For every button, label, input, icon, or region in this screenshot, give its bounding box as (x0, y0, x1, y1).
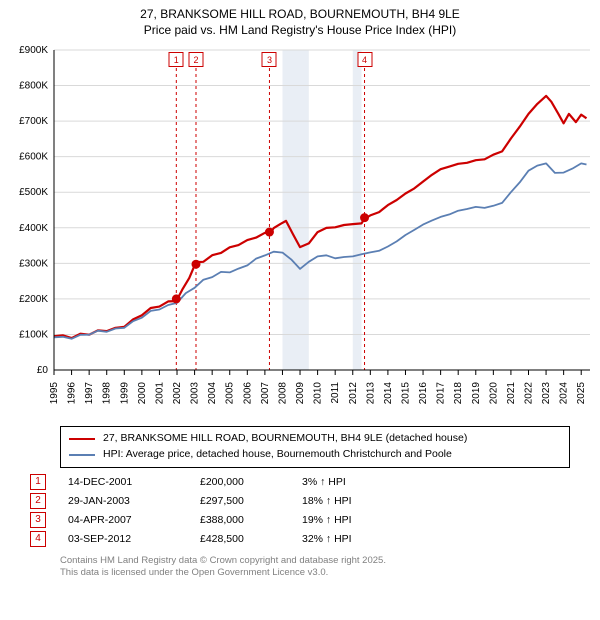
svg-text:2021: 2021 (506, 382, 517, 405)
legend: 27, BRANKSOME HILL ROAD, BOURNEMOUTH, BH… (60, 426, 570, 468)
svg-text:2013: 2013 (365, 382, 376, 405)
svg-text:2000: 2000 (137, 382, 148, 405)
table-row: 1 14-DEC-2001 £200,000 3% ↑ HPI (30, 474, 570, 490)
event-marker: 4 (357, 52, 372, 67)
svg-text:2020: 2020 (488, 382, 499, 405)
table-row: 4 03-SEP-2012 £428,500 32% ↑ HPI (30, 531, 570, 547)
tx-index-badge: 1 (30, 474, 46, 490)
svg-text:£100K: £100K (19, 330, 48, 341)
svg-text:2007: 2007 (260, 382, 271, 405)
title-line1: 27, BRANKSOME HILL ROAD, BOURNEMOUTH, BH… (4, 6, 596, 22)
svg-text:2010: 2010 (313, 382, 324, 405)
svg-text:2014: 2014 (383, 382, 394, 405)
tx-price: £388,000 (200, 514, 280, 526)
svg-text:2019: 2019 (471, 382, 482, 405)
svg-text:2024: 2024 (559, 382, 570, 405)
svg-text:£600K: £600K (19, 152, 48, 163)
event-marker: 2 (188, 52, 203, 67)
legend-label: HPI: Average price, detached house, Bour… (103, 447, 452, 463)
svg-text:£800K: £800K (19, 81, 48, 92)
tx-delta: 32% ↑ HPI (302, 533, 392, 545)
legend-item: 27, BRANKSOME HILL ROAD, BOURNEMOUTH, BH… (69, 431, 561, 447)
svg-text:2022: 2022 (523, 382, 534, 405)
tx-date: 03-SEP-2012 (68, 533, 178, 545)
event-marker: 1 (169, 52, 184, 67)
svg-text:1998: 1998 (102, 382, 113, 405)
event-marker: 3 (262, 52, 277, 67)
attribution-footer: Contains HM Land Registry data © Crown c… (60, 555, 570, 580)
svg-text:2011: 2011 (330, 382, 341, 404)
svg-text:2005: 2005 (225, 382, 236, 405)
svg-text:£0: £0 (37, 365, 49, 376)
footer-line1: Contains HM Land Registry data © Crown c… (60, 555, 570, 567)
svg-text:1995: 1995 (49, 382, 60, 405)
svg-text:2006: 2006 (242, 382, 253, 405)
svg-text:1996: 1996 (67, 382, 78, 405)
footer-line2: This data is licensed under the Open Gov… (60, 567, 570, 579)
svg-text:2012: 2012 (348, 382, 359, 405)
tx-index-badge: 3 (30, 512, 46, 528)
svg-text:2001: 2001 (154, 382, 165, 405)
tx-date: 14-DEC-2001 (68, 476, 178, 488)
svg-text:1997: 1997 (84, 382, 95, 405)
line-chart: £0 £100K £200K £300K £400K £500K £600K £700K £80… (0, 40, 600, 420)
svg-text:£300K: £300K (19, 259, 48, 270)
svg-text:2002: 2002 (172, 382, 183, 405)
svg-text:£200K: £200K (19, 294, 48, 305)
tx-index-badge: 4 (30, 531, 46, 547)
svg-text:2016: 2016 (418, 382, 429, 405)
tx-delta: 3% ↑ HPI (302, 476, 392, 488)
chart-title: 27, BRANKSOME HILL ROAD, BOURNEMOUTH, BH… (0, 0, 600, 40)
title-line2: Price paid vs. HM Land Registry's House … (4, 22, 596, 38)
tx-price: £200,000 (200, 476, 280, 488)
table-row: 2 29-JAN-2003 £297,500 18% ↑ HPI (30, 493, 570, 509)
tx-delta: 18% ↑ HPI (302, 495, 392, 507)
svg-text:2023: 2023 (541, 382, 552, 405)
tx-price: £428,500 (200, 533, 280, 545)
tx-delta: 19% ↑ HPI (302, 514, 392, 526)
legend-item: HPI: Average price, detached house, Bour… (69, 447, 561, 463)
svg-text:£700K: £700K (19, 116, 48, 127)
tx-date: 29-JAN-2003 (68, 495, 178, 507)
legend-swatch (69, 438, 95, 440)
transaction-table: 1 14-DEC-2001 £200,000 3% ↑ HPI 2 29-JAN-2003… (30, 474, 570, 547)
svg-text:2015: 2015 (400, 382, 411, 405)
svg-text:£400K: £400K (19, 223, 48, 234)
svg-text:2009: 2009 (295, 382, 306, 405)
svg-text:2008: 2008 (277, 382, 288, 405)
legend-swatch (69, 454, 95, 456)
svg-text:2018: 2018 (453, 382, 464, 405)
svg-text:1999: 1999 (119, 382, 130, 405)
svg-text:2017: 2017 (436, 382, 447, 405)
svg-text:£900K: £900K (19, 45, 48, 56)
tx-price: £297,500 (200, 495, 280, 507)
legend-label: 27, BRANKSOME HILL ROAD, BOURNEMOUTH, BH… (103, 431, 467, 447)
svg-text:2025: 2025 (576, 382, 587, 405)
svg-text:£500K: £500K (19, 188, 48, 199)
tx-index-badge: 2 (30, 493, 46, 509)
svg-text:2003: 2003 (190, 382, 201, 405)
tx-date: 04-APR-2007 (68, 514, 178, 526)
table-row: 3 04-APR-2007 £388,000 19% ↑ HPI (30, 512, 570, 528)
svg-text:2004: 2004 (207, 382, 218, 405)
